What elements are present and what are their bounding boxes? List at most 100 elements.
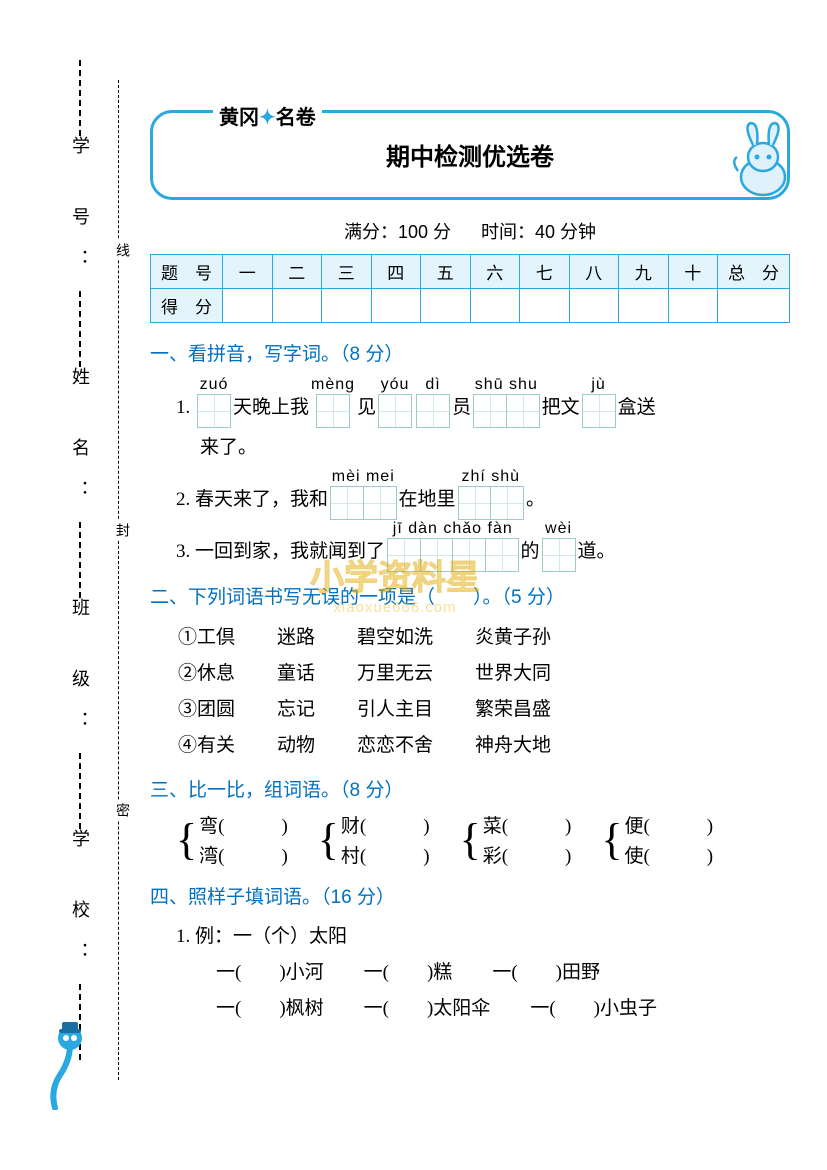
- score-cell[interactable]: [668, 289, 718, 323]
- full-score: 100 分: [398, 222, 451, 242]
- col-h: 八: [569, 255, 619, 289]
- option-cell: 万里无云: [357, 657, 473, 691]
- q1-tail-text: 来了。: [200, 428, 257, 468]
- col-h: 五: [421, 255, 471, 289]
- fill-item[interactable]: 一( )枫树: [216, 991, 324, 1027]
- option-cell: 世界大同: [475, 657, 591, 691]
- pinyin-box: mèng: [311, 376, 355, 428]
- pair-item[interactable]: 财( ): [341, 812, 430, 842]
- q-text: 盒送: [618, 388, 656, 428]
- section-1-title: 一、看拼音，写字词。（8 分）: [150, 339, 790, 366]
- char-cell[interactable]: [387, 538, 421, 572]
- brand-right: 名卷: [276, 107, 316, 129]
- col-h: 九: [619, 255, 669, 289]
- q-text: 在地里: [399, 480, 456, 520]
- fill-item[interactable]: 一( )小河: [216, 955, 324, 991]
- side-label-xuehao: 学 号：: [67, 136, 93, 291]
- col-h: 六: [470, 255, 520, 289]
- q-text: 见: [357, 388, 376, 428]
- char-cell[interactable]: [485, 538, 519, 572]
- col-h: 二: [272, 255, 322, 289]
- pinyin-label: zuó: [200, 376, 229, 394]
- time-label: 时间：: [481, 222, 535, 242]
- seal-line: 线 封 密: [118, 80, 119, 1080]
- option-cell: 恋恋不舍: [357, 729, 473, 763]
- pair-col: {便( )使( ): [601, 812, 713, 872]
- char-cell[interactable]: [316, 394, 350, 428]
- pair-row: {弯( )湾( ){财( )村( ){菜( )彩( ){便( )使( ): [176, 812, 790, 872]
- score-cell[interactable]: [421, 289, 471, 323]
- brace-icon: {: [460, 812, 481, 872]
- seal-label-mi: 密: [111, 800, 131, 820]
- score-table: 题 号 一 二 三 四 五 六 七 八 九 十 总 分 得 分: [150, 254, 790, 323]
- option-cell: 炎黄子孙: [475, 621, 591, 655]
- meta-line: 满分：100 分 时间：40 分钟: [150, 218, 790, 244]
- mascot-icon: [45, 1020, 105, 1110]
- section-3-title: 三、比一比，组词语。（8 分）: [150, 775, 790, 802]
- char-cell[interactable]: [378, 394, 412, 428]
- score-cell[interactable]: [569, 289, 619, 323]
- q-text: 员: [452, 388, 471, 428]
- option-cell: 碧空如洗: [357, 621, 473, 655]
- pair-item[interactable]: 弯( ): [199, 812, 288, 842]
- q-text: 一回到家，我就闻到了: [195, 532, 385, 572]
- dashed-line: [79, 291, 81, 367]
- pinyin-label: shū shu: [475, 376, 538, 394]
- option-cell: 繁荣昌盛: [475, 693, 591, 727]
- score-cell[interactable]: [470, 289, 520, 323]
- pinyin-label: zhí shù: [461, 468, 520, 486]
- option-cell: ①工倶: [178, 621, 275, 655]
- pair-item[interactable]: 菜( ): [483, 812, 572, 842]
- score-cell[interactable]: [520, 289, 570, 323]
- side-label-xingming: 姓 名：: [67, 367, 93, 522]
- char-cell[interactable]: [542, 538, 576, 572]
- q3-line: 3. 一回到家，我就闻到了jī dàn chǎo fàn的wèi道。: [176, 520, 790, 572]
- char-cell[interactable]: [330, 486, 364, 520]
- side-label-xuexiao: 学 校：: [67, 829, 93, 984]
- pinyin-box: wèi: [542, 520, 576, 572]
- fill-item[interactable]: 一( )小虫子: [530, 991, 657, 1027]
- pinyin-box: yóu: [378, 376, 412, 428]
- table-row: 题 号 一 二 三 四 五 六 七 八 九 十 总 分: [151, 255, 790, 289]
- char-cell[interactable]: [582, 394, 616, 428]
- char-cell[interactable]: [458, 486, 492, 520]
- table-row: ④有关动物恋恋不舍神舟大地: [178, 729, 591, 763]
- pinyin-label: yóu: [381, 376, 410, 394]
- brace-icon: {: [601, 812, 622, 872]
- option-cell: 忘记: [277, 693, 355, 727]
- fill-item[interactable]: 一( )田野: [492, 955, 600, 991]
- score-cell[interactable]: [619, 289, 669, 323]
- brace-icon: {: [318, 812, 339, 872]
- q4-row: 一( )枫树 一( )太阳伞 一( )小虫子: [216, 991, 790, 1027]
- char-cell[interactable]: [473, 394, 507, 428]
- score-cell[interactable]: [272, 289, 322, 323]
- char-cell[interactable]: [420, 538, 454, 572]
- fill-item[interactable]: 一( )太阳伞: [364, 991, 491, 1027]
- score-cell[interactable]: [223, 289, 273, 323]
- q1-line: 1. zuó天晚上我mèng见yóudì员shū shu把文jù盒送: [176, 376, 790, 428]
- score-cell[interactable]: [322, 289, 372, 323]
- pair-item[interactable]: 便( ): [624, 812, 713, 842]
- fill-item[interactable]: 一( )糕: [364, 955, 453, 991]
- brace-icon: {: [176, 812, 197, 872]
- pair-item[interactable]: 使( ): [624, 842, 713, 872]
- side-label-banji: 班 级：: [67, 598, 93, 753]
- q4-row: 一( )小河 一( )糕 一( )田野: [216, 955, 790, 991]
- pinyin-box: zuó: [197, 376, 231, 428]
- char-cell[interactable]: [197, 394, 231, 428]
- char-cell[interactable]: [506, 394, 540, 428]
- score-cell[interactable]: [718, 289, 790, 323]
- char-cell[interactable]: [363, 486, 397, 520]
- pair-item[interactable]: 村( ): [341, 842, 430, 872]
- pair-item[interactable]: 湾( ): [199, 842, 288, 872]
- char-cell[interactable]: [452, 538, 486, 572]
- char-cell[interactable]: [416, 394, 450, 428]
- option-table: ①工倶迷路碧空如洗炎黄子孙②休息童话万里无云世界大同③团圆忘记引人主目繁荣昌盛④…: [176, 619, 593, 765]
- pinyin-box: shū shu: [473, 376, 540, 428]
- score-cell[interactable]: [371, 289, 421, 323]
- pinyin-box: jù: [582, 376, 616, 428]
- q-text: 。: [526, 480, 545, 520]
- char-cell[interactable]: [490, 486, 524, 520]
- table-row: 得 分: [151, 289, 790, 323]
- pair-item[interactable]: 彩( ): [483, 842, 572, 872]
